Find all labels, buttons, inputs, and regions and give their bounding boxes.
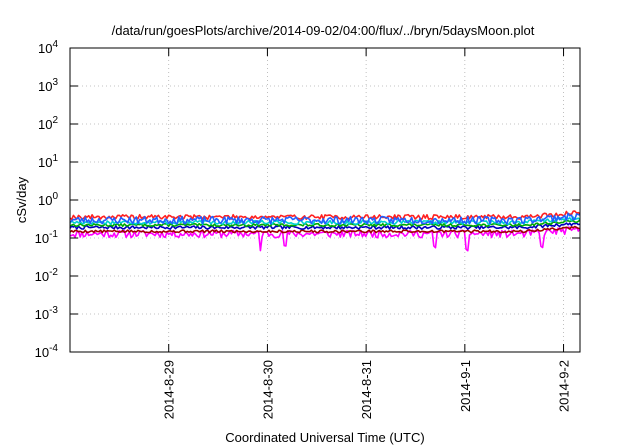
series-line [69, 219, 581, 228]
series-line [69, 210, 581, 221]
series-line [69, 225, 581, 234]
series-line [69, 212, 581, 225]
y-tick-label: 101 [38, 153, 58, 170]
y-tick-label: 102 [38, 115, 58, 132]
series-line [69, 222, 581, 230]
x-tick-label: 2014-8-30 [260, 360, 275, 419]
y-axis-label: cSv/day [14, 176, 29, 223]
x-tick-label: 2014-9-1 [458, 360, 473, 412]
x-tick-label: 2014-8-31 [359, 360, 374, 419]
y-tick-label: 104 [38, 39, 58, 56]
y-tick-label: 10-3 [35, 305, 59, 322]
x-axis-label: Coordinated Universal Time (UTC) [225, 430, 424, 445]
series-group [69, 210, 581, 252]
chart-title: /data/run/goesPlots/archive/2014-09-02/0… [112, 23, 535, 38]
y-tick-label: 10-1 [35, 229, 59, 246]
grid [70, 48, 580, 352]
y-tick-label: 103 [38, 77, 58, 94]
y-tick-label: 10-4 [35, 343, 59, 360]
x-tick-label: 2014-8-29 [162, 360, 177, 419]
ticks: 10-4 10-3 10-2 10-1 100 101 102 103 104 2014-8-29… [35, 39, 580, 419]
x-tick-label: 2014-9-2 [557, 360, 572, 412]
y-tick-label: 10-2 [35, 267, 59, 284]
y-tick-label: 100 [38, 191, 58, 208]
series-line [69, 226, 581, 252]
